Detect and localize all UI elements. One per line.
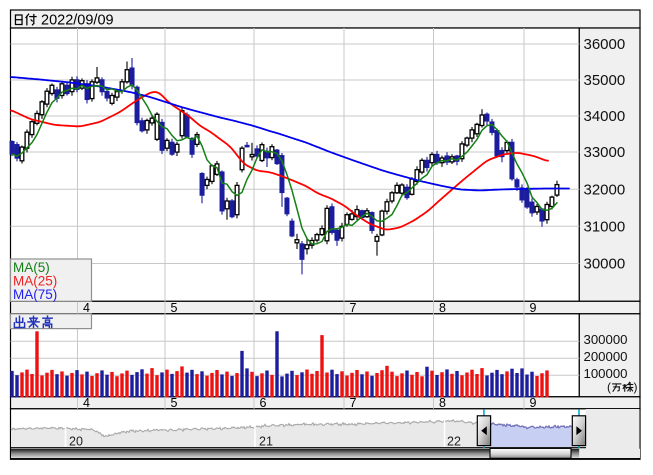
svg-text:20: 20	[69, 435, 83, 449]
svg-text:6: 6	[260, 301, 267, 315]
svg-text:31000: 31000	[584, 219, 626, 236]
svg-text:MA(75): MA(75)	[13, 287, 57, 302]
svg-text:(: (	[607, 380, 611, 394]
svg-text:4: 4	[83, 301, 90, 315]
svg-text:MA(25): MA(25)	[13, 273, 57, 288]
svg-text:7: 7	[350, 396, 357, 410]
svg-text:): )	[634, 380, 638, 394]
svg-text:36000: 36000	[584, 36, 626, 53]
svg-text:35000: 35000	[584, 72, 626, 89]
svg-text:9: 9	[530, 301, 537, 315]
svg-text:200000: 200000	[584, 349, 628, 364]
svg-text:8: 8	[439, 396, 446, 410]
svg-text:MA(5): MA(5)	[13, 260, 50, 275]
svg-text:32000: 32000	[584, 181, 626, 198]
svg-text:6: 6	[260, 396, 267, 410]
svg-text:4: 4	[83, 396, 90, 410]
svg-text:300000: 300000	[584, 332, 628, 347]
svg-text:30000: 30000	[584, 256, 626, 273]
svg-text:2022/09/09: 2022/09/09	[41, 13, 114, 29]
svg-text:8: 8	[439, 301, 446, 315]
svg-text:34000: 34000	[584, 108, 626, 125]
svg-text:5: 5	[171, 301, 178, 315]
svg-text:100000: 100000	[584, 366, 628, 381]
svg-text:7: 7	[350, 301, 357, 315]
svg-text:5: 5	[171, 396, 178, 410]
svg-text:21: 21	[259, 435, 273, 449]
svg-text:9: 9	[530, 396, 537, 410]
svg-text:33000: 33000	[584, 144, 626, 161]
svg-text:22: 22	[447, 435, 461, 449]
